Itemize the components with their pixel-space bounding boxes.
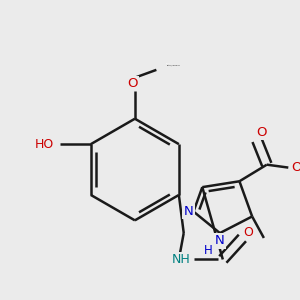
Text: O: O	[127, 77, 137, 90]
Text: methyl: methyl	[166, 63, 171, 64]
Text: HO: HO	[34, 138, 54, 151]
Text: O: O	[291, 161, 300, 174]
Text: methyl_placeholder: methyl_placeholder	[167, 64, 181, 66]
Text: N: N	[184, 205, 194, 218]
Text: N: N	[215, 234, 225, 248]
Text: NH: NH	[171, 253, 190, 266]
Text: O: O	[257, 126, 267, 139]
Text: O: O	[243, 226, 253, 238]
Text: H: H	[204, 244, 212, 257]
Text: O: O	[128, 77, 138, 90]
